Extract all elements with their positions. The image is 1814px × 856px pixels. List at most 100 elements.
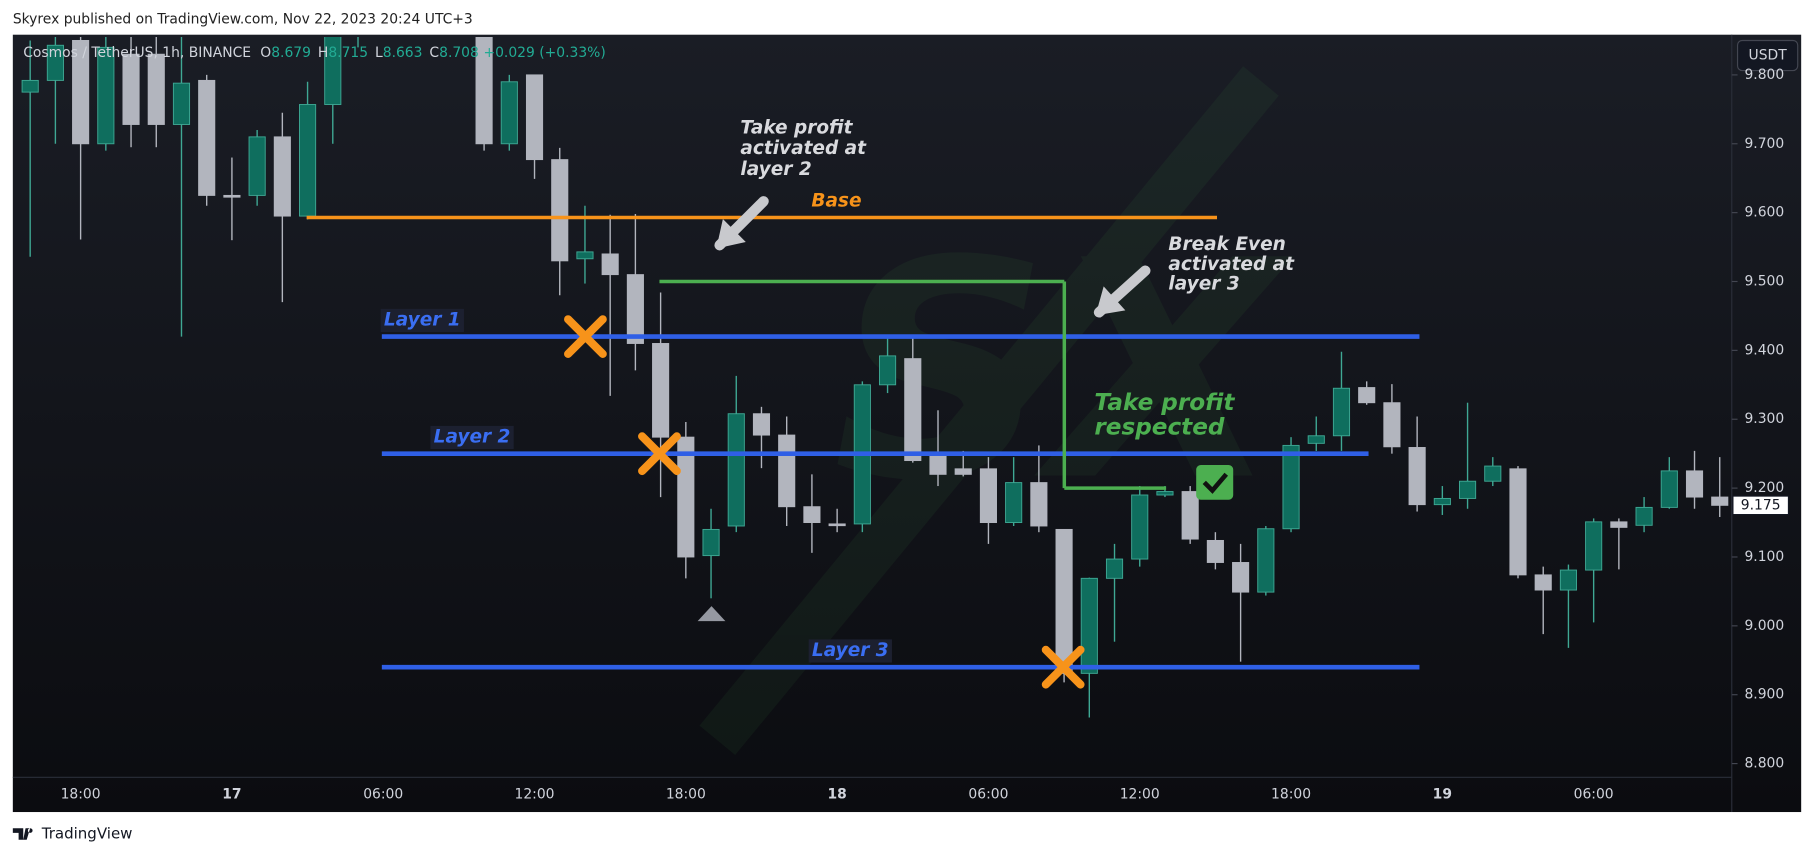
x-tick-label: 17 [222,787,241,803]
cross-marker [564,315,607,358]
ohlc-value: 8.708 [439,45,479,61]
footer-brand: TradingView [41,825,133,843]
candle-body [46,44,64,81]
candle-body [677,436,695,558]
candle-body [172,82,191,125]
cross-marker [1041,645,1085,689]
signal-triangle [697,606,726,622]
candle-body [626,274,644,344]
annotation: respected [1094,415,1225,441]
ohlc-value: 8.679 [271,45,311,61]
change: +0.029 (+0.33%) [483,45,605,61]
candle-body [248,136,266,196]
publisher-line: Skyrex published on TradingView.com, Nov… [13,12,473,28]
candle-body [1030,482,1048,527]
candle-body [879,355,897,386]
ohlc-key: O [260,45,271,61]
candle-body [828,523,846,527]
level-label-bg [430,425,514,450]
candle-body [551,159,569,262]
ohlc-key: L [375,45,383,61]
tradingview-logo: TradingView [12,825,133,843]
candle-body [904,358,922,462]
annotation: activated at [1168,254,1295,275]
candle-body [954,468,972,475]
candle-body [1585,521,1603,571]
x-tick-label: 18:00 [61,787,101,803]
annotation: activated at [740,138,867,159]
candle-body [778,434,796,508]
currency-label: USDT [1749,48,1788,64]
candle-body [97,46,115,145]
symbol: Cosmos / TetherUS, 1h, BINANCE [23,45,251,61]
candle-body [652,343,670,438]
arrow-head [716,219,746,249]
y-tick-label: 8.900 [1744,687,1784,703]
candle-body [1383,402,1401,448]
level-label-bg [380,308,464,332]
level-label: Base [811,190,861,211]
candle-body [702,528,720,557]
check-box [1196,465,1234,500]
cross-marker [638,432,681,476]
candles [21,37,1729,718]
arrow-head [1095,286,1126,316]
candle-body [1332,387,1351,437]
candle-body [1131,494,1149,560]
x-tick-label: 06:00 [1574,787,1614,803]
annotation: layer 3 [1168,274,1239,295]
annotation: Break Even [1168,234,1285,255]
candle-body [1509,468,1527,576]
candle-body [601,253,619,276]
candle-body [727,413,745,527]
candle-body [324,37,342,105]
candle-body [1181,491,1199,540]
candle-body [1685,470,1704,498]
level-label: Layer 1 [384,309,461,330]
x-tick-label: 18:00 [1271,787,1311,803]
y-tick-label: 9.400 [1744,342,1784,358]
x-tick-label: 12:00 [515,787,555,803]
x-tick-label: 18 [827,787,846,803]
candle-body [1358,387,1376,404]
x-tick-label: 06:00 [363,787,403,803]
candle-body [1055,528,1073,674]
candle-body [1660,470,1678,508]
candle-body [1080,577,1098,674]
candle-body [1156,491,1174,496]
candle-body [1005,482,1023,524]
candle-body [752,413,771,436]
candle-body [198,79,216,196]
candle-body [223,194,241,198]
level-label: Layer 2 [434,426,511,447]
candle-body [1433,497,1451,506]
x-tick-label: 19 [1433,787,1452,803]
x-tick-label: 06:00 [968,787,1008,803]
y-tick-label: 9.200 [1744,480,1784,496]
annotation: Take profit [1094,390,1235,416]
candle-body [1307,435,1325,444]
candle-body [299,104,317,217]
check-mark [1202,472,1229,494]
candle-body [1408,447,1426,506]
currency-button[interactable] [1736,39,1799,72]
candle-body [1635,506,1653,526]
candle-body [1257,528,1275,593]
candle-body [803,506,821,524]
y-tick-label: 9.700 [1744,136,1784,152]
last-price-label: 9.175 [1741,497,1781,513]
candle-body [475,37,493,145]
candle-body [1282,444,1300,530]
candle-body [1711,496,1729,506]
last-price-box [1732,495,1790,516]
candle-body [72,39,90,145]
candle-body [929,453,947,475]
ohlc-value: 8.663 [383,45,423,61]
candle-body [500,81,518,145]
candle-body [273,136,291,217]
candle-body [525,74,544,161]
annotation: Take profit [740,117,853,138]
x-tick-label: 12:00 [1120,787,1160,803]
